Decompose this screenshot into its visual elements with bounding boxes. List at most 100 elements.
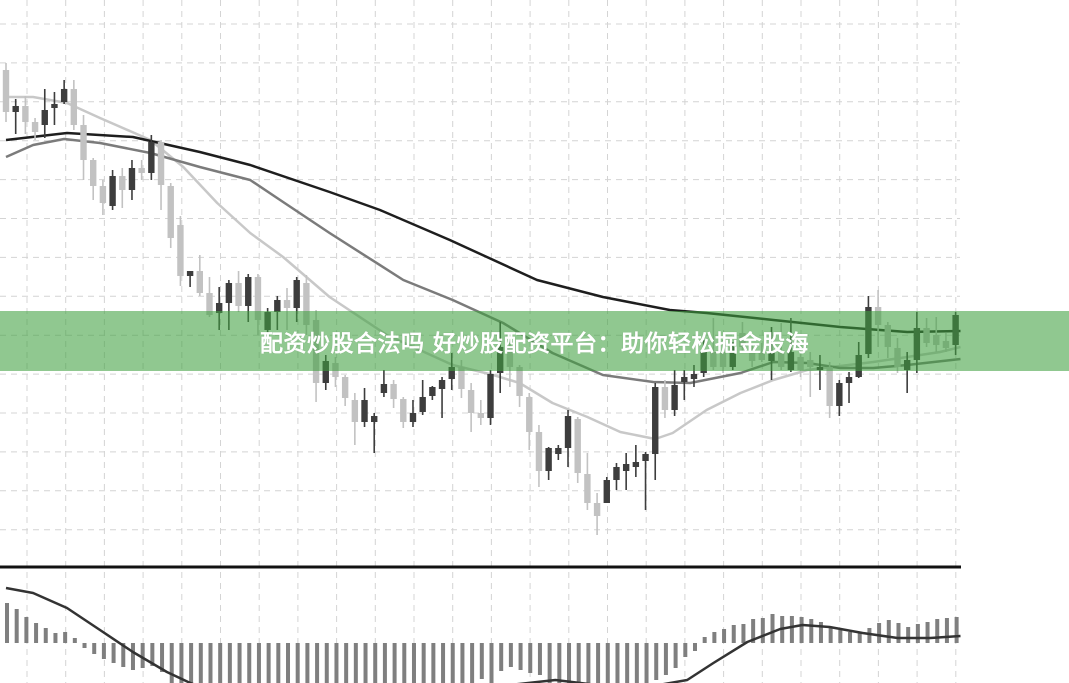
histogram-bar	[857, 633, 862, 643]
candle-bullish	[371, 413, 378, 453]
histogram-bar	[431, 643, 436, 683]
candle-body	[593, 503, 601, 516]
histogram-bar	[373, 643, 378, 683]
candle-body	[254, 277, 262, 320]
histogram-bar	[596, 643, 601, 683]
candle-body	[99, 186, 107, 203]
candle-body	[351, 400, 359, 422]
candlesticks	[2, 63, 959, 535]
candle-bearish	[157, 140, 165, 210]
histogram-bar	[208, 643, 213, 683]
histogram-bar	[227, 643, 232, 683]
candle-body	[613, 467, 620, 480]
candle-bullish	[564, 410, 572, 467]
candle-bearish	[526, 393, 533, 450]
histogram-bar	[586, 643, 591, 683]
candle-body	[690, 374, 698, 379]
candle-bullish	[438, 377, 446, 418]
histogram-bar	[411, 643, 416, 683]
candle-bearish	[206, 277, 213, 317]
candle-body	[51, 104, 58, 108]
candle-bearish	[467, 383, 475, 432]
candle-bearish	[477, 400, 485, 425]
candle-body	[157, 142, 165, 185]
candle-body	[2, 70, 10, 112]
histogram-bars	[5, 603, 959, 683]
histogram-bar	[169, 643, 174, 683]
histogram-bar	[673, 643, 678, 668]
candle-bearish	[341, 375, 349, 406]
histogram-bar	[741, 624, 746, 643]
histogram-bar	[237, 643, 242, 683]
candle-bearish	[535, 425, 543, 487]
histogram-bar	[547, 643, 552, 683]
histogram-bar	[63, 632, 68, 643]
histogram-bar	[944, 618, 949, 643]
histogram-bar	[848, 632, 853, 643]
candle-body	[671, 385, 678, 410]
candle-bullish	[429, 386, 436, 400]
candle-body	[322, 361, 329, 383]
histogram-bar	[809, 619, 814, 643]
candle-body	[632, 462, 640, 467]
histogram-bar	[14, 609, 19, 643]
candle-bearish	[574, 417, 581, 483]
histogram-bar	[324, 643, 329, 683]
histogram-bar	[121, 643, 126, 667]
candle-body	[661, 387, 669, 410]
histogram-bar	[82, 643, 87, 648]
candle-body	[341, 377, 349, 398]
candle-body	[186, 271, 194, 276]
candle-bullish	[12, 99, 19, 134]
histogram-bar	[634, 643, 639, 683]
candle-body	[380, 384, 388, 393]
candle-bearish	[351, 393, 359, 445]
histogram-bar	[460, 643, 465, 683]
histogram-bar	[392, 643, 397, 683]
candle-body	[119, 176, 126, 190]
candle-body	[584, 474, 591, 503]
histogram-bar	[315, 643, 320, 683]
histogram-bar	[896, 623, 901, 643]
histogram-bar	[663, 643, 668, 675]
candle-bearish	[177, 216, 184, 286]
candle-body	[225, 283, 233, 303]
histogram-bar	[702, 637, 707, 643]
candle-bullish	[671, 370, 678, 416]
histogram-bar	[34, 623, 39, 643]
indicator-panel	[5, 586, 961, 683]
candle-bullish	[41, 89, 48, 138]
histogram-bar	[344, 643, 349, 683]
histogram-bar	[508, 643, 513, 667]
candle-bearish	[2, 63, 10, 122]
candle-body	[41, 110, 48, 125]
candle-bearish	[196, 255, 203, 296]
candle-bearish	[80, 115, 87, 180]
histogram-bar	[421, 643, 426, 683]
candle-bearish	[400, 397, 407, 428]
candle-body	[371, 416, 378, 422]
candle-body	[622, 464, 630, 471]
candle-bullish	[836, 380, 843, 416]
histogram-bar	[295, 643, 300, 683]
candle-body	[516, 367, 523, 396]
histogram-bar	[198, 643, 203, 683]
histogram-bar	[266, 643, 271, 683]
candle-bullish	[555, 445, 562, 460]
histogram-bar	[760, 618, 765, 643]
candle-bullish	[380, 370, 388, 397]
histogram-bar	[441, 643, 446, 683]
candle-body	[80, 125, 87, 160]
candle-bearish	[661, 380, 669, 418]
title-banner: 配资炒股合法吗 好炒股配资平台：助你轻松掘金股海	[0, 311, 1069, 371]
candle-body	[148, 142, 155, 173]
histogram-bar	[799, 617, 804, 643]
histogram-bar	[402, 643, 407, 683]
candle-body	[303, 283, 310, 325]
histogram-bar	[615, 643, 620, 683]
candle-body	[419, 397, 426, 412]
candle-body	[206, 293, 213, 315]
candle-bearish	[235, 271, 242, 312]
histogram-bar	[877, 623, 882, 643]
candle-bearish	[90, 158, 97, 200]
